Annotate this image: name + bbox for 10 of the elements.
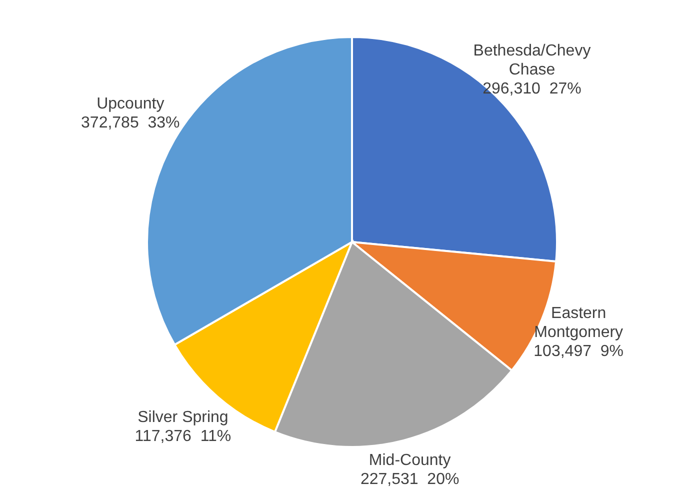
data-label: 117,376 11% (134, 428, 232, 445)
slice-label: Eastern Montgomery (534, 304, 624, 341)
slice-label: Silver Spring (138, 408, 228, 426)
slice-label: Mid-County (368, 452, 451, 470)
slice-label: Upcounty (96, 95, 164, 112)
data-label: 227,531 20% (360, 471, 460, 488)
data-label: 296,310 27% (482, 80, 582, 98)
data-label: 103,497 9% (534, 342, 624, 360)
data-label: 372,785 33% (81, 114, 180, 132)
slice-label: Bethesda/Chevy Chase (473, 42, 591, 79)
